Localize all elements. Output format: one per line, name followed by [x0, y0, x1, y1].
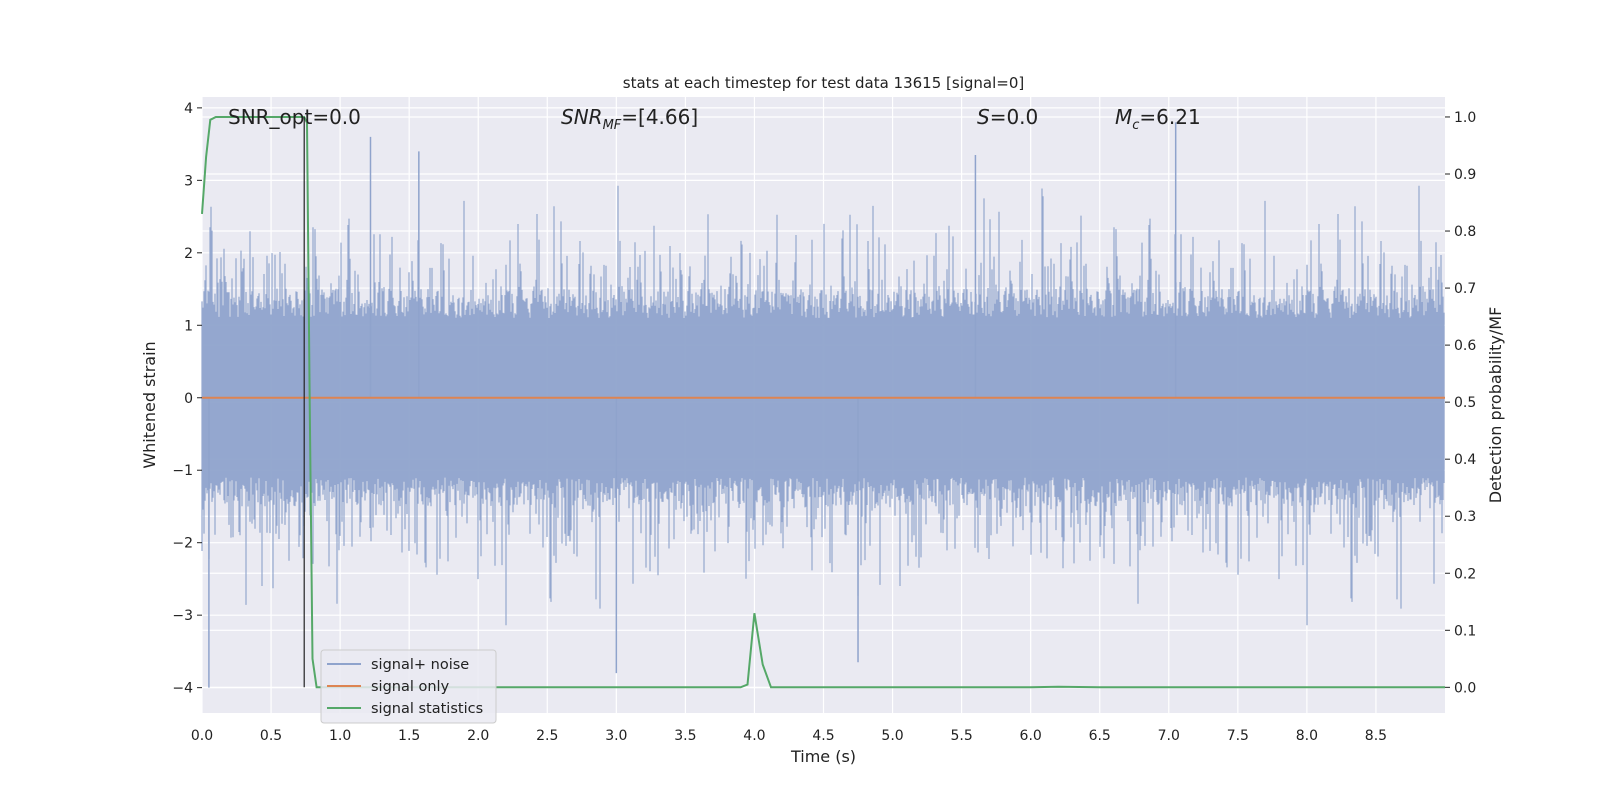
x-tick-label: 7.5 [1227, 728, 1249, 744]
annotation-snr-mf-tail: =[4.66] [621, 105, 698, 129]
noise-series [201, 122, 1445, 688]
annotation-s-main: S [977, 105, 990, 129]
y-tick-label-right: 0.0 [1454, 680, 1476, 696]
y-tick-label-right: 0.8 [1454, 224, 1476, 240]
y-tick-label-left: 3 [184, 173, 193, 189]
x-tick-label: 2.0 [467, 728, 489, 744]
x-tick-label: 0.0 [191, 728, 213, 744]
annotation-mc: Mc=6.21 [1115, 105, 1201, 133]
legend-label-signal-statistics: signal statistics [371, 701, 483, 717]
y-tick-label-right: 0.4 [1454, 452, 1476, 468]
x-tick-label: 8.5 [1365, 728, 1387, 744]
annotation-s-tail: =0.0 [990, 105, 1039, 129]
annotation-snr-mf-sub: MF [603, 118, 622, 133]
y-tick-label-right: 0.7 [1454, 281, 1476, 297]
annotation-s: S=0.0 [977, 105, 1038, 129]
right-y-axis-ticks: 0.0 0.1 0.2 0.3 0.4 0.5 0.6 0.7 0.8 0.9 1.0 [1445, 110, 1476, 696]
x-tick-label: 6.0 [1020, 728, 1042, 744]
left-y-axis-label: Whitened strain [140, 341, 159, 468]
x-tick-label: 6.5 [1089, 728, 1111, 744]
legend-box [320, 649, 497, 724]
y-tick-label-left: −1 [172, 463, 193, 479]
y-tick-label-left: 0 [184, 391, 193, 407]
annotation-mc-sub: c [1132, 118, 1139, 133]
annotation-snr-opt: SNR_opt=0.0 [228, 105, 361, 129]
y-tick-label-left: −2 [172, 536, 193, 552]
x-axis-ticks: 0.0 0.5 1.0 1.5 2.0 2.5 3.0 3.5 4.0 4.5 5.0 5.5 6.0 6… [191, 728, 1387, 744]
x-tick-label: 4.5 [812, 728, 834, 744]
annotation-snr-mf: SNRMF=[4.66] [561, 105, 698, 133]
y-tick-label-left: 1 [184, 318, 193, 334]
x-tick-label: 7.0 [1158, 728, 1180, 744]
y-tick-label-right: 0.9 [1454, 167, 1476, 183]
y-tick-label-right: 0.2 [1454, 566, 1476, 582]
annotations: SNR_opt=0.0 SNRMF=[4.66] S=0.0 Mc=6.21 [228, 105, 1201, 133]
y-tick-label-right: 1.0 [1454, 110, 1476, 126]
x-tick-label: 8.0 [1296, 728, 1318, 744]
x-tick-label: 1.0 [329, 728, 351, 744]
x-tick-label: 5.0 [881, 728, 903, 744]
legend-label-signal-only: signal only [371, 679, 450, 695]
legend: signal+ noise signal only signal statist… [320, 649, 497, 724]
x-tick-label: 1.5 [398, 728, 420, 744]
y-tick-label-left: −3 [172, 608, 193, 624]
x-tick-label: 3.5 [674, 728, 696, 744]
annotation-mc-main: M [1115, 105, 1132, 129]
x-tick-label: 4.0 [743, 728, 765, 744]
annotation-mc-tail: =6.21 [1139, 105, 1200, 129]
legend-label-signal-noise: signal+ noise [371, 657, 469, 673]
y-tick-label-right: 0.3 [1454, 509, 1476, 525]
y-tick-label-left: −4 [172, 681, 193, 697]
x-tick-label: 2.5 [536, 728, 558, 744]
y-tick-label-right: 0.5 [1454, 395, 1476, 411]
annotation-snr-mf-main: SNR [561, 105, 603, 129]
y-tick-label-right: 0.1 [1454, 623, 1476, 639]
x-tick-label: 0.5 [260, 728, 282, 744]
y-tick-label-right: 0.6 [1454, 338, 1476, 354]
left-y-axis-ticks: −4 −3 −2 −1 0 1 2 3 4 [172, 101, 202, 697]
y-tick-label-left: 2 [184, 246, 193, 262]
x-tick-label: 5.5 [950, 728, 972, 744]
x-tick-label: 3.0 [605, 728, 627, 744]
chart-title: stats at each timestep for test data 136… [623, 74, 1024, 92]
series-signal-noise [201, 185, 1445, 626]
right-y-axis-label: Detection probability/MF [1486, 307, 1505, 504]
x-axis-label: Time (s) [790, 747, 856, 766]
y-tick-label-left: 4 [184, 101, 193, 117]
